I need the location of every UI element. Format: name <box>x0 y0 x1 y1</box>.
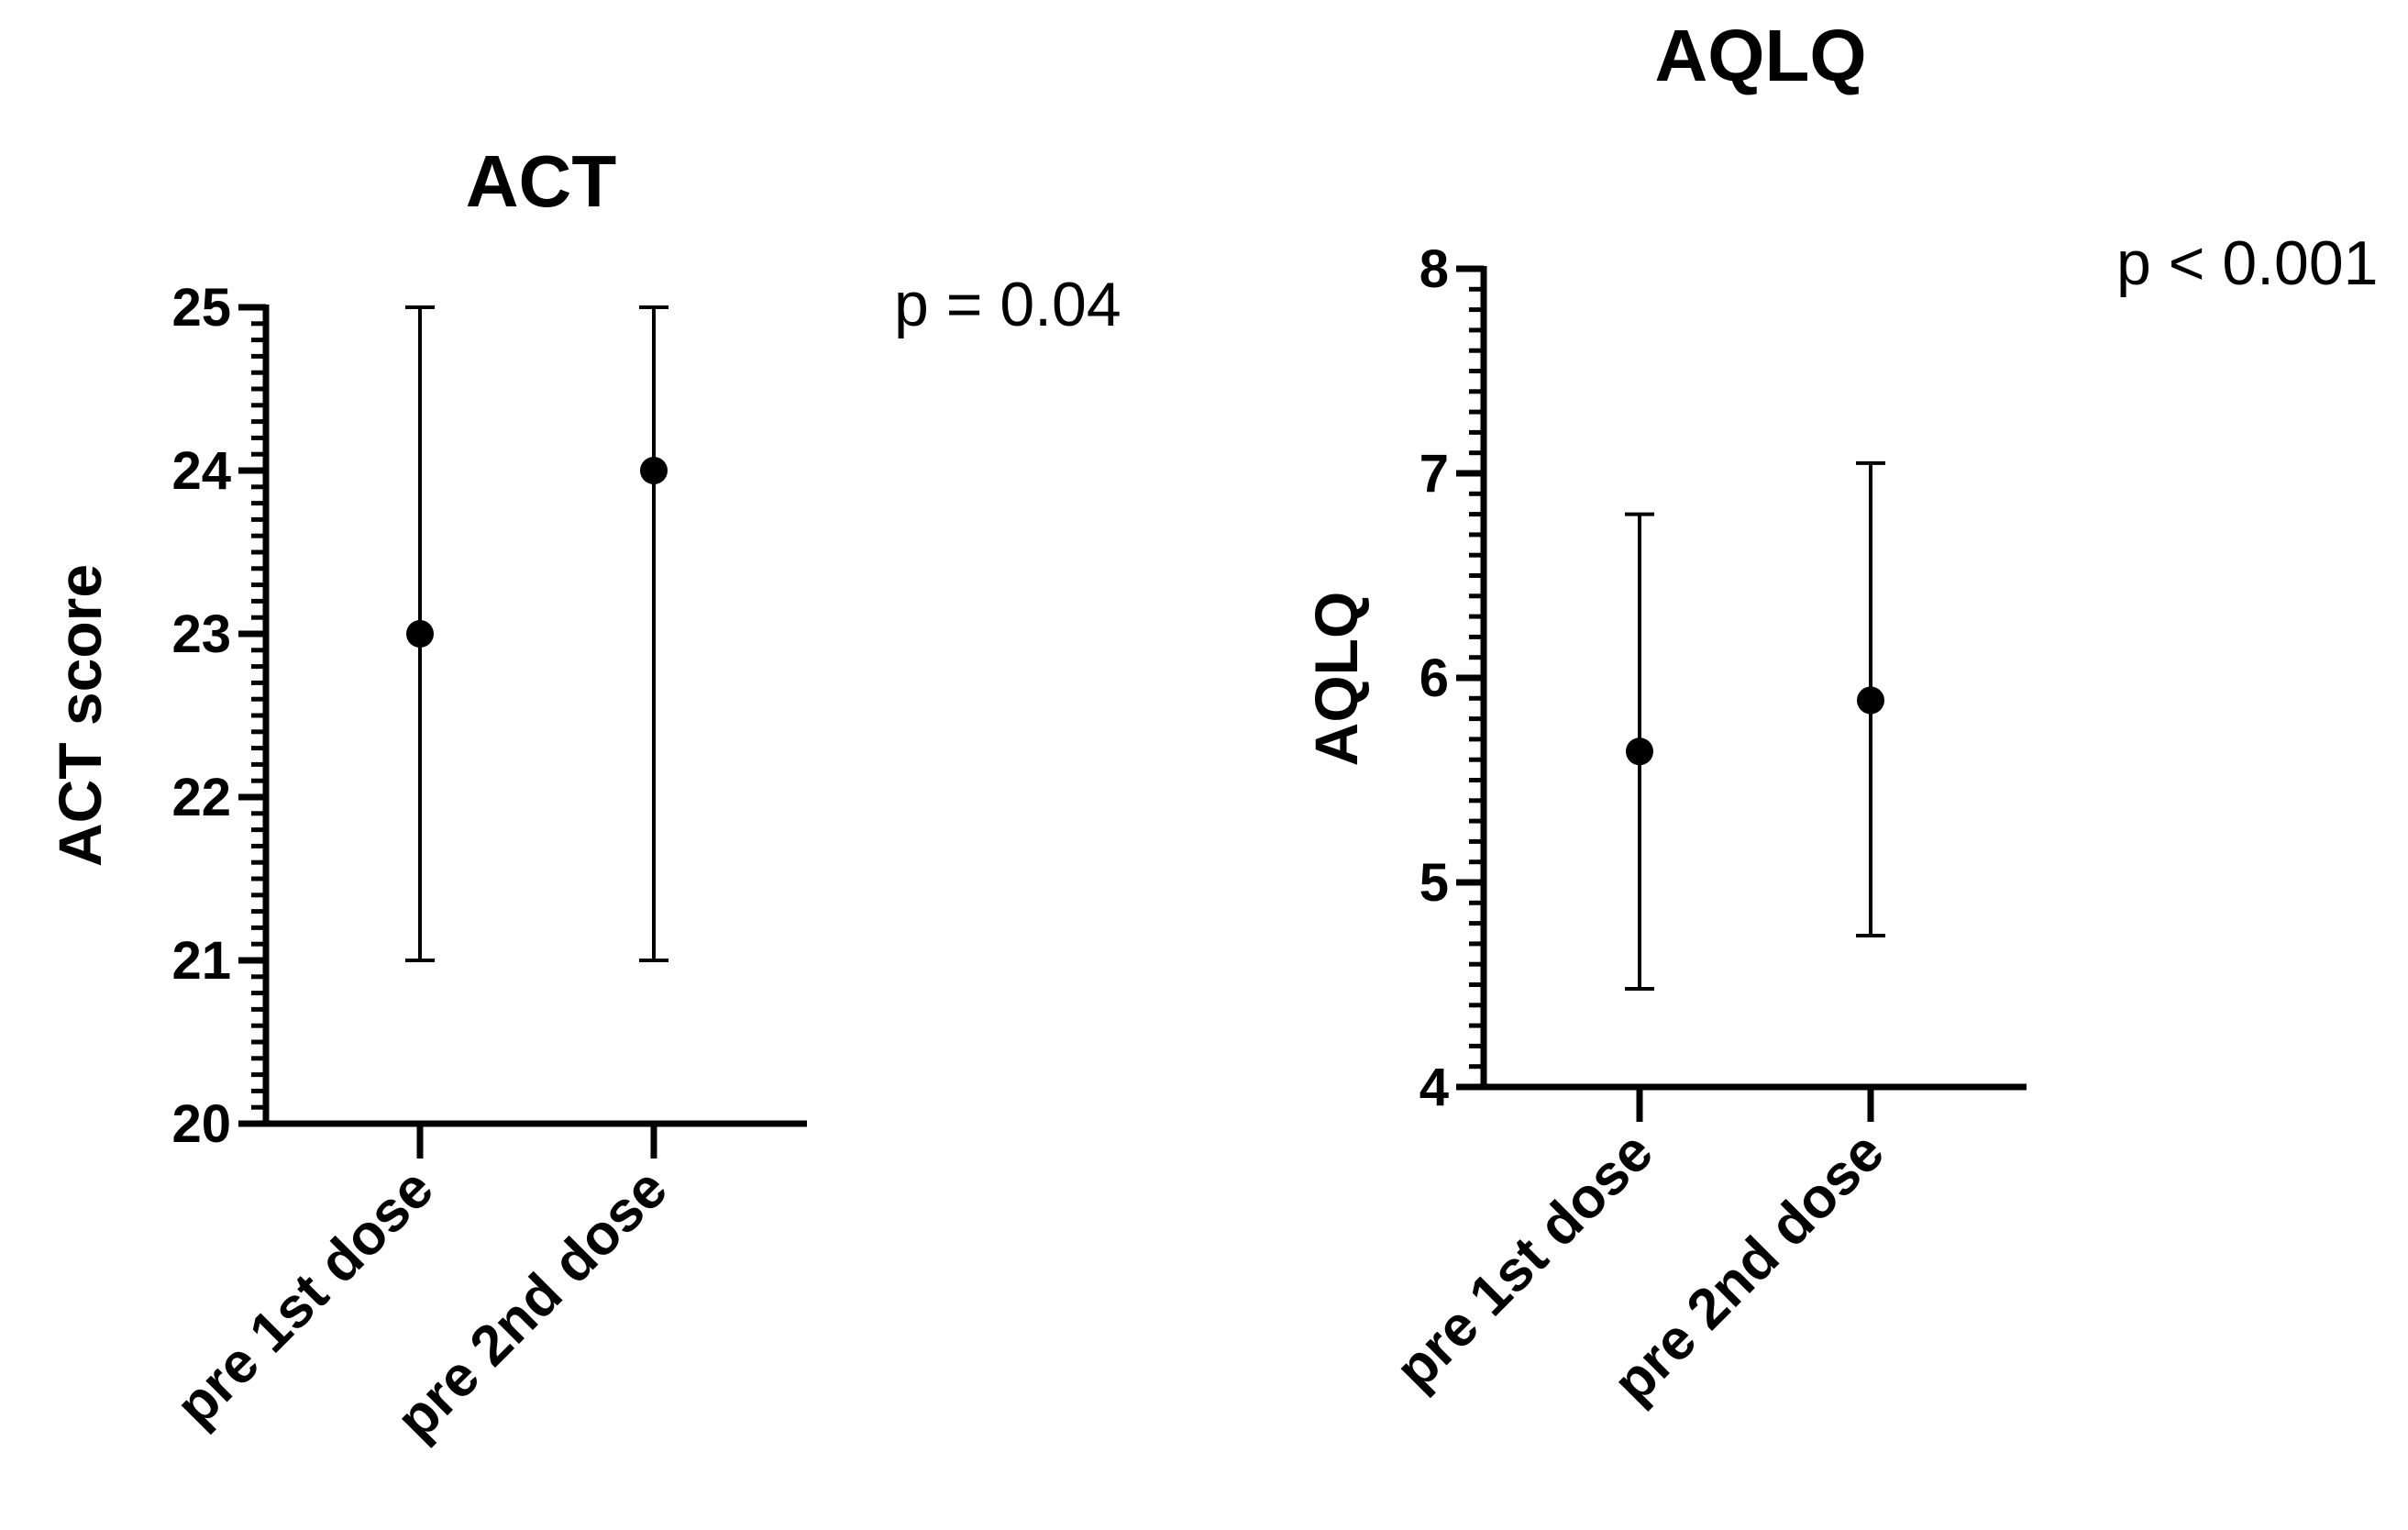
aqlq-data-point <box>1857 686 1884 715</box>
act-p-value-annotation: p = 0.04 <box>894 270 1121 339</box>
act-y-axis-title: ACT score <box>46 564 114 867</box>
aqlq-chart-title: AQLQ <box>1654 15 1866 96</box>
aqlq-y-axis-title: AQLQ <box>1302 592 1370 767</box>
aqlq-y-tick-label: 6 <box>1419 649 1449 708</box>
act-y-tick-label: 21 <box>171 931 231 991</box>
act-data-point <box>640 457 668 484</box>
aqlq-y-tick-label: 5 <box>1419 853 1449 913</box>
act-data-marks <box>405 305 668 962</box>
act-y-tick-label: 25 <box>171 278 231 338</box>
aqlq-data-point <box>1626 737 1653 766</box>
aqlq-p-value-annotation: p < 0.001 <box>2116 228 2378 298</box>
aqlq-y-tick-label: 8 <box>1419 239 1449 299</box>
act-y-tick-label: 24 <box>171 441 231 501</box>
aqlq-data-marks <box>1625 460 1885 991</box>
act-y-tick-label: 23 <box>171 604 231 664</box>
act-y-tick-label: 20 <box>171 1094 231 1154</box>
act-chart-title: ACT <box>466 140 617 222</box>
act-data-point <box>406 620 434 648</box>
act-y-tick-label: 22 <box>171 768 231 827</box>
aqlq-y-tick-label: 4 <box>1419 1058 1449 1117</box>
aqlq-y-tick-label: 7 <box>1419 444 1449 504</box>
